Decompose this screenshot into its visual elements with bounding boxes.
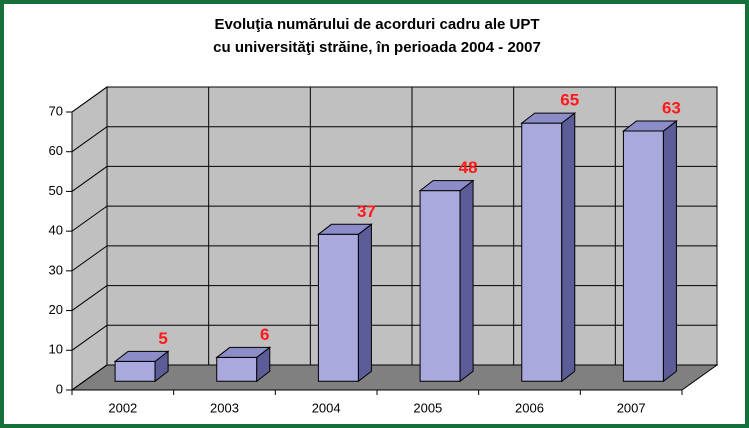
bar (215, 346, 272, 383)
bar-top (316, 223, 373, 235)
bar-side (662, 120, 677, 383)
bar-top (621, 120, 678, 132)
bar-front (622, 130, 664, 382)
bar (113, 350, 170, 383)
bar-front (216, 356, 258, 382)
bar-top (113, 350, 170, 362)
value-label: 37 (357, 202, 376, 221)
bar-front (114, 360, 156, 382)
bar-side (357, 223, 372, 383)
grid-line (71, 205, 108, 232)
bar (418, 179, 475, 383)
x-tick-label: 2004 (312, 400, 341, 415)
grid-line (71, 324, 108, 351)
value-label: 48 (459, 158, 478, 177)
x-tick-label: 2007 (617, 400, 646, 415)
bar-front (419, 190, 461, 382)
value-label: 5 (158, 329, 167, 348)
bar-top (215, 346, 272, 358)
x-tick-label: 2002 (108, 400, 137, 415)
grid-line (71, 245, 108, 272)
value-label: 6 (260, 325, 269, 344)
y-tick-label: 30 (49, 262, 63, 277)
bar (520, 112, 577, 383)
y-tick-label: 60 (49, 143, 63, 158)
bar-front (521, 122, 563, 382)
y-tick-label: 50 (49, 183, 63, 198)
bar-side (561, 112, 576, 383)
x-tick-label: 2005 (413, 400, 442, 415)
bar-top (520, 112, 577, 124)
grid-line (71, 126, 108, 153)
x-tick-label: 2006 (515, 400, 544, 415)
y-tick-label: 0 (56, 381, 63, 396)
chart: Evoluţia numărului de acorduri cadru ale… (49, 16, 719, 415)
grid-line (71, 364, 108, 391)
side-wall (71, 86, 108, 391)
y-tick-label: 20 (49, 302, 63, 317)
bar (621, 120, 678, 383)
y-tick-label: 40 (49, 223, 63, 238)
y-tick-label: 70 (49, 103, 63, 118)
chart-title: cu universităţi străine, în perioada 200… (213, 39, 541, 56)
y-tick-label: 10 (49, 342, 63, 357)
floor (70, 364, 719, 391)
bar-side (459, 179, 474, 383)
bar (316, 223, 373, 383)
grid-line (71, 86, 108, 113)
bar-front (317, 233, 359, 382)
value-label: 65 (560, 91, 579, 110)
bar-top (418, 180, 475, 192)
x-tick-label: 2003 (210, 400, 239, 415)
chart-title: Evoluţia numărului de acorduri cadru ale… (214, 16, 539, 33)
grid-line (71, 285, 108, 311)
value-label: 63 (662, 99, 681, 118)
grid-line (71, 166, 108, 192)
